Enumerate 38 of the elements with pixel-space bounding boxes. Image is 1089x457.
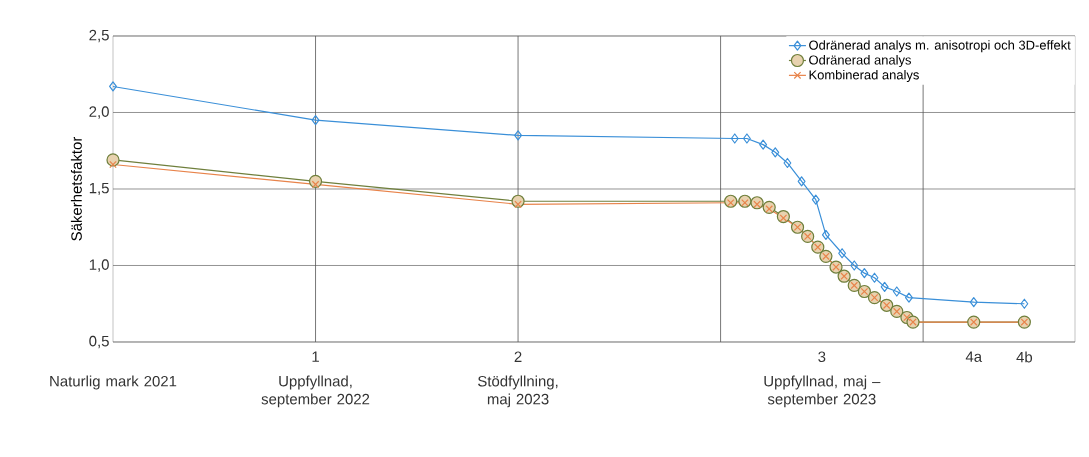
point: [880, 281, 889, 293]
point: [797, 176, 806, 187]
point: [850, 260, 859, 271]
point: [838, 248, 847, 259]
y-tick-label: 2,0: [89, 106, 109, 119]
point: [730, 133, 739, 144]
point: [742, 133, 751, 144]
point: [783, 157, 792, 169]
text: Uppfyllnad, maj – september 2023: [764, 375, 881, 408]
y-tick-label: 1,5: [89, 182, 109, 196]
y-tick-label: 2,5: [89, 29, 109, 43]
text: Stödfyllning, maj 2023: [478, 375, 558, 408]
point: [771, 147, 780, 158]
text: Uppfyllnad, september 2022: [261, 375, 370, 408]
point: [969, 297, 978, 308]
point: [311, 115, 320, 126]
x-tick-label: 2: [514, 351, 522, 362]
point: [904, 292, 913, 303]
y-tick-label: 0,5: [89, 335, 109, 349]
x-tick-label: 4b: [1016, 351, 1033, 363]
point: [892, 286, 901, 297]
point: [811, 194, 820, 205]
x-tick-label: 3: [818, 351, 826, 363]
point: [821, 229, 830, 240]
text: Naturlig mark 2021: [50, 375, 177, 390]
x-tick-label: 4a: [965, 351, 983, 362]
legend-label: Odränerad analys: [809, 55, 911, 68]
legend-label: Odränerad analys m. anisotropi och 3D-effekt: [809, 40, 1071, 53]
point: [1020, 298, 1029, 309]
y-tick-label: 1,0: [89, 259, 109, 272]
point: [514, 130, 523, 141]
y-axis-title: Säkerhetsfaktor: [70, 136, 82, 241]
x-tick-label: 1: [312, 351, 319, 362]
point: [759, 139, 768, 150]
point: [109, 81, 117, 92]
point: [870, 272, 879, 283]
legend-label: Kombinerad analys: [809, 69, 919, 82]
point: [860, 268, 869, 279]
